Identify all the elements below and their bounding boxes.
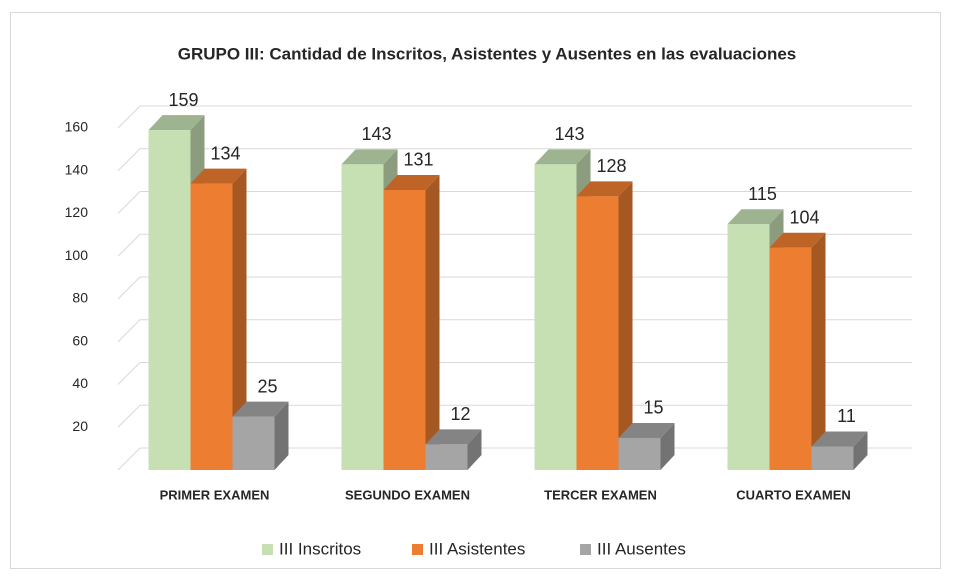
- y-tick-label: 100: [65, 247, 89, 263]
- legend-label: III Asistentes: [429, 539, 525, 558]
- data-label: 115: [748, 184, 777, 204]
- bar-side: [811, 232, 826, 470]
- grid-line: [117, 362, 912, 385]
- bar-top: [148, 115, 205, 131]
- bar-top: [727, 209, 784, 225]
- data-label: 25: [257, 376, 277, 396]
- grid-line: [117, 148, 912, 172]
- y-tick-label: 120: [65, 204, 89, 220]
- bar: [232, 416, 275, 470]
- grid-line: [117, 276, 912, 300]
- grid-line: [117, 233, 912, 257]
- grid-line: [117, 191, 912, 214]
- bar: [618, 437, 661, 470]
- bar: [341, 164, 384, 470]
- bar: [811, 446, 854, 470]
- legend-swatch: [412, 544, 423, 555]
- bar-top: [341, 149, 398, 165]
- data-label: 131: [403, 150, 433, 170]
- legend-label: III Inscritos: [279, 539, 361, 558]
- data-label: 104: [789, 207, 819, 227]
- y-tick-label: 40: [72, 375, 88, 391]
- data-label: 12: [450, 404, 470, 424]
- bar-top: [811, 431, 868, 447]
- grid-line: [117, 404, 912, 428]
- bar-side: [853, 431, 868, 470]
- bar-side: [618, 181, 633, 470]
- bar: [190, 183, 233, 470]
- data-label: 143: [554, 124, 584, 144]
- bar: [534, 164, 577, 470]
- bar-side: [274, 401, 289, 470]
- bar-side: [660, 422, 675, 470]
- x-tick-label: SEGUNDO EXAMEN: [345, 487, 470, 502]
- bar-top: [618, 422, 675, 438]
- legend-swatch: [580, 544, 591, 555]
- data-label: 128: [596, 156, 626, 176]
- data-label: 143: [361, 124, 391, 144]
- x-tick-label: PRIMER EXAMEN: [160, 487, 270, 502]
- bar: [383, 189, 426, 471]
- y-tick-label: 20: [72, 418, 88, 434]
- x-tick-label: CUARTO EXAMEN: [736, 487, 851, 502]
- bar-side: [232, 168, 247, 470]
- data-label: 15: [643, 398, 663, 418]
- bar-side: [467, 429, 482, 470]
- bar-top: [232, 401, 289, 417]
- bar-top: [769, 232, 826, 248]
- x-tick-label: TERCER EXAMEN: [544, 487, 657, 502]
- y-tick-label: 60: [72, 332, 88, 348]
- bar-top: [190, 168, 247, 184]
- grid-line: [117, 319, 912, 343]
- data-label: 159: [168, 90, 198, 110]
- bar: [148, 130, 191, 470]
- y-tick-label: 160: [65, 119, 89, 135]
- data-label: 11: [837, 406, 856, 426]
- bar: [727, 224, 770, 470]
- y-tick-label: 80: [72, 290, 88, 306]
- bar-top: [383, 174, 440, 190]
- bar-top: [425, 429, 482, 445]
- bar: [425, 444, 468, 470]
- legend-swatch: [262, 544, 273, 555]
- data-label: 134: [210, 143, 240, 163]
- grid-line: [117, 105, 912, 129]
- bar: [576, 196, 619, 470]
- y-tick-label: 140: [65, 161, 89, 177]
- bar-top: [576, 181, 633, 197]
- bar-side: [425, 174, 440, 471]
- chart-title: GRUPO III: Cantidad de Inscritos, Asiste…: [178, 44, 797, 63]
- legend-label: III Ausentes: [597, 539, 686, 558]
- bar: [769, 247, 812, 470]
- bar-top: [534, 149, 591, 165]
